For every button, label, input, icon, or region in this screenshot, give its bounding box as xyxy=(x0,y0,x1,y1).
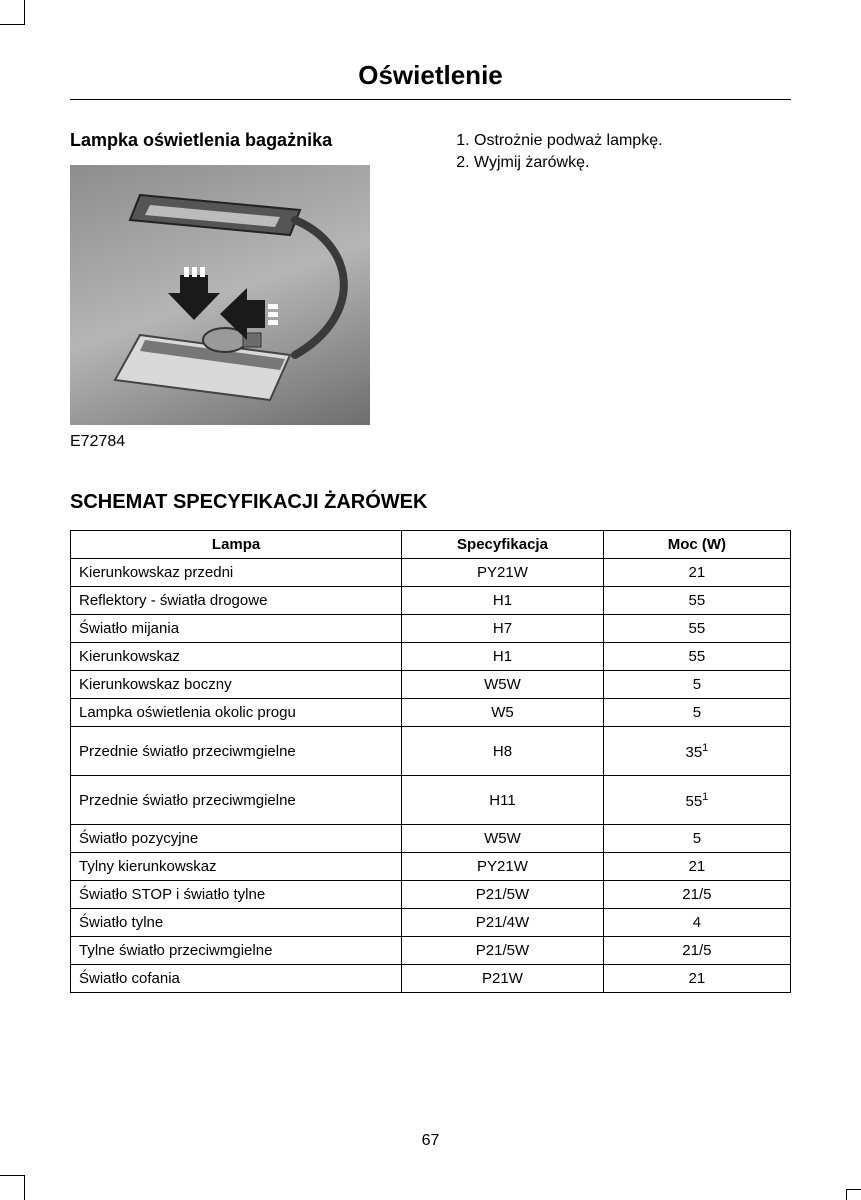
table-row: Kierunkowskaz przedniPY21W21 xyxy=(71,559,791,587)
cell-spec: W5 xyxy=(402,699,604,727)
figure-illustration xyxy=(70,165,370,425)
cell-lamp: Tylny kierunkowskaz xyxy=(71,853,402,881)
bulb-spec-table: Lampa Specyfikacja Moc (W) Kierunkowskaz… xyxy=(70,530,791,993)
column-left: Lampka oświetlenia bagażnika xyxy=(70,130,410,451)
cell-spec: H1 xyxy=(402,587,604,615)
cell-power: 351 xyxy=(603,727,790,776)
cell-power: 5 xyxy=(603,699,790,727)
cell-lamp: Światło cofania xyxy=(71,965,402,993)
cell-lamp: Tylne światło przeciwmgielne xyxy=(71,937,402,965)
table-row: Kierunkowskaz bocznyW5W5 xyxy=(71,671,791,699)
page-title: Oświetlenie xyxy=(70,60,791,91)
cell-power: 4 xyxy=(603,909,790,937)
cell-lamp: Kierunkowskaz boczny xyxy=(71,671,402,699)
cell-spec: H1 xyxy=(402,643,604,671)
cell-spec: PY21W xyxy=(402,853,604,881)
cell-lamp: Lampka oświetlenia okolic progu xyxy=(71,699,402,727)
footnote-marker: 1 xyxy=(702,791,708,803)
cell-lamp: Kierunkowskaz xyxy=(71,643,402,671)
cell-power: 551 xyxy=(603,776,790,825)
cell-power: 55 xyxy=(603,587,790,615)
table-row: Lampka oświetlenia okolic proguW55 xyxy=(71,699,791,727)
step-item: Wyjmij żarówkę. xyxy=(474,154,791,172)
table-row: Tylny kierunkowskazPY21W21 xyxy=(71,853,791,881)
cell-power: 5 xyxy=(603,671,790,699)
cell-spec: W5W xyxy=(402,825,604,853)
cell-spec: P21/4W xyxy=(402,909,604,937)
instruction-steps: Ostrożnie podważ lampkę. Wyjmij żarówkę. xyxy=(450,132,791,172)
cell-power: 21 xyxy=(603,559,790,587)
cell-power: 21 xyxy=(603,853,790,881)
cell-lamp: Światło tylne xyxy=(71,909,402,937)
cell-power: 5 xyxy=(603,825,790,853)
two-column-layout: Lampka oświetlenia bagażnika xyxy=(70,130,791,451)
cell-power: 21/5 xyxy=(603,881,790,909)
cell-spec: H11 xyxy=(402,776,604,825)
table-header: Lampa xyxy=(71,531,402,559)
cell-lamp: Światło STOP i światło tylne xyxy=(71,881,402,909)
table-row: Przednie światło przeciwmgielneH11551 xyxy=(71,776,791,825)
crop-mark-bottom-left xyxy=(0,1175,25,1200)
cell-spec: H7 xyxy=(402,615,604,643)
table-row: Światło STOP i światło tylneP21/5W21/5 xyxy=(71,881,791,909)
step-item: Ostrożnie podważ lampkę. xyxy=(474,132,791,150)
left-heading: Lampka oświetlenia bagażnika xyxy=(70,130,410,151)
cell-lamp: Światło mijania xyxy=(71,615,402,643)
table-row: KierunkowskazH155 xyxy=(71,643,791,671)
table-row: Światło pozycyjneW5W5 xyxy=(71,825,791,853)
table-row: Światło cofaniaP21W21 xyxy=(71,965,791,993)
cell-lamp: Przednie światło przeciwmgielne xyxy=(71,776,402,825)
cell-lamp: Kierunkowskaz przedni xyxy=(71,559,402,587)
page: Oświetlenie Lampka oświetlenia bagażnika xyxy=(0,0,861,1200)
cell-spec: PY21W xyxy=(402,559,604,587)
cell-power: 21 xyxy=(603,965,790,993)
title-rule xyxy=(70,99,791,100)
figure-code: E72784 xyxy=(70,433,410,451)
cell-lamp: Światło pozycyjne xyxy=(71,825,402,853)
table-header: Moc (W) xyxy=(603,531,790,559)
cell-power: 21/5 xyxy=(603,937,790,965)
cell-spec: H8 xyxy=(402,727,604,776)
cell-power: 55 xyxy=(603,643,790,671)
cell-spec: P21W xyxy=(402,965,604,993)
column-right: Ostrożnie podważ lampkę. Wyjmij żarówkę. xyxy=(450,130,791,451)
table-header-row: Lampa Specyfikacja Moc (W) xyxy=(71,531,791,559)
cell-lamp: Przednie światło przeciwmgielne xyxy=(71,727,402,776)
cell-spec: P21/5W xyxy=(402,937,604,965)
spec-section-heading: SCHEMAT SPECYFIKACJI ŻARÓWEK xyxy=(70,491,791,514)
table-row: Światło mijaniaH755 xyxy=(71,615,791,643)
table-row: Światło tylneP21/4W4 xyxy=(71,909,791,937)
table-header: Specyfikacja xyxy=(402,531,604,559)
cell-lamp: Reflektory - światła drogowe xyxy=(71,587,402,615)
cell-power: 55 xyxy=(603,615,790,643)
footnote-marker: 1 xyxy=(702,742,708,754)
crop-mark-top-left xyxy=(0,0,25,25)
cell-spec: W5W xyxy=(402,671,604,699)
cell-spec: P21/5W xyxy=(402,881,604,909)
table-row: Przednie światło przeciwmgielneH8351 xyxy=(71,727,791,776)
page-number: 67 xyxy=(0,1132,861,1150)
table-row: Reflektory - światła drogoweH155 xyxy=(71,587,791,615)
table-row: Tylne światło przeciwmgielneP21/5W21/5 xyxy=(71,937,791,965)
lamp-diagram-svg xyxy=(70,165,370,425)
crop-mark-bottom-right xyxy=(846,1189,861,1200)
